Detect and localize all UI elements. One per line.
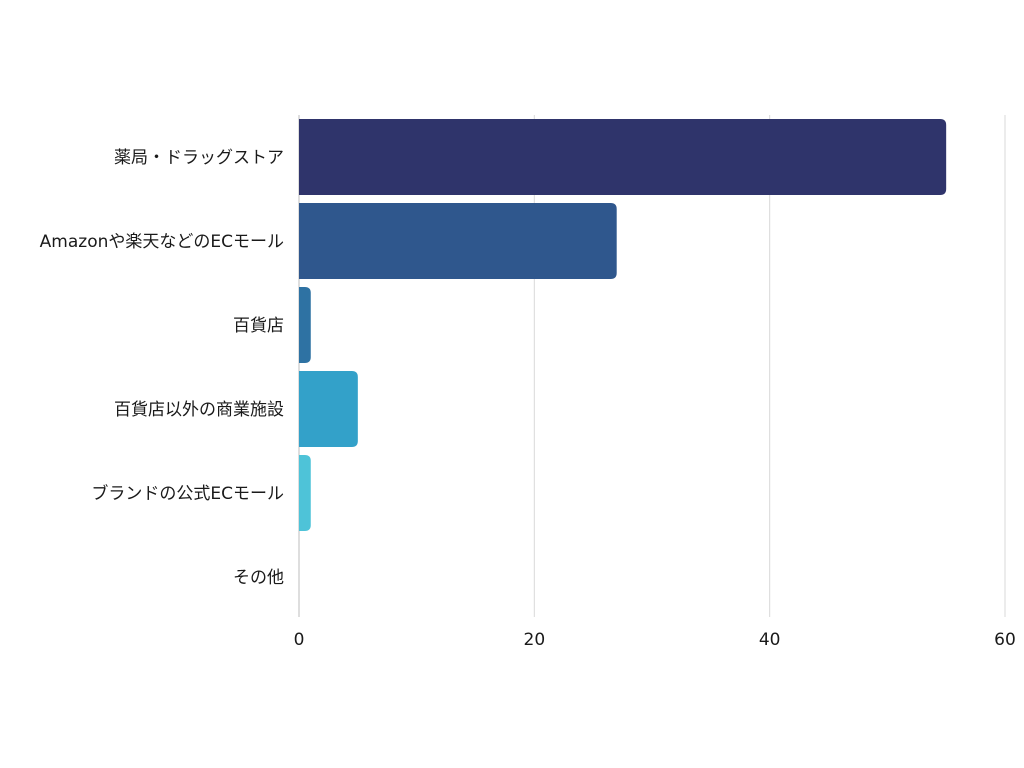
x-tick-label: 60 [994,630,1016,650]
x-tick-label: 20 [524,630,546,650]
x-tick-label: 0 [294,630,305,650]
category-label: Amazonや楽天などのECモール [40,232,284,252]
gridlines [298,115,1006,617]
category-label: ブランドの公式ECモール [91,483,284,504]
x-tick-label: 40 [759,630,781,650]
category-label: 薬局・ドラッグストア [114,148,284,168]
bar-2 [299,287,311,363]
category-label: 百貨店以外の商業施設 [114,400,284,420]
bars [299,119,947,531]
category-label: その他 [233,568,284,588]
bar-1 [299,203,617,279]
category-label: 百貨店 [233,316,284,336]
bar-3 [299,371,358,447]
x-axis-tick-labels: 0 20 40 60 [294,630,1016,650]
bar-0 [299,119,947,195]
category-labels: 薬局・ドラッグストア Amazonや楽天などのECモール百貨店百貨店以外の商業施設… [40,148,284,588]
bar-4 [299,455,311,531]
